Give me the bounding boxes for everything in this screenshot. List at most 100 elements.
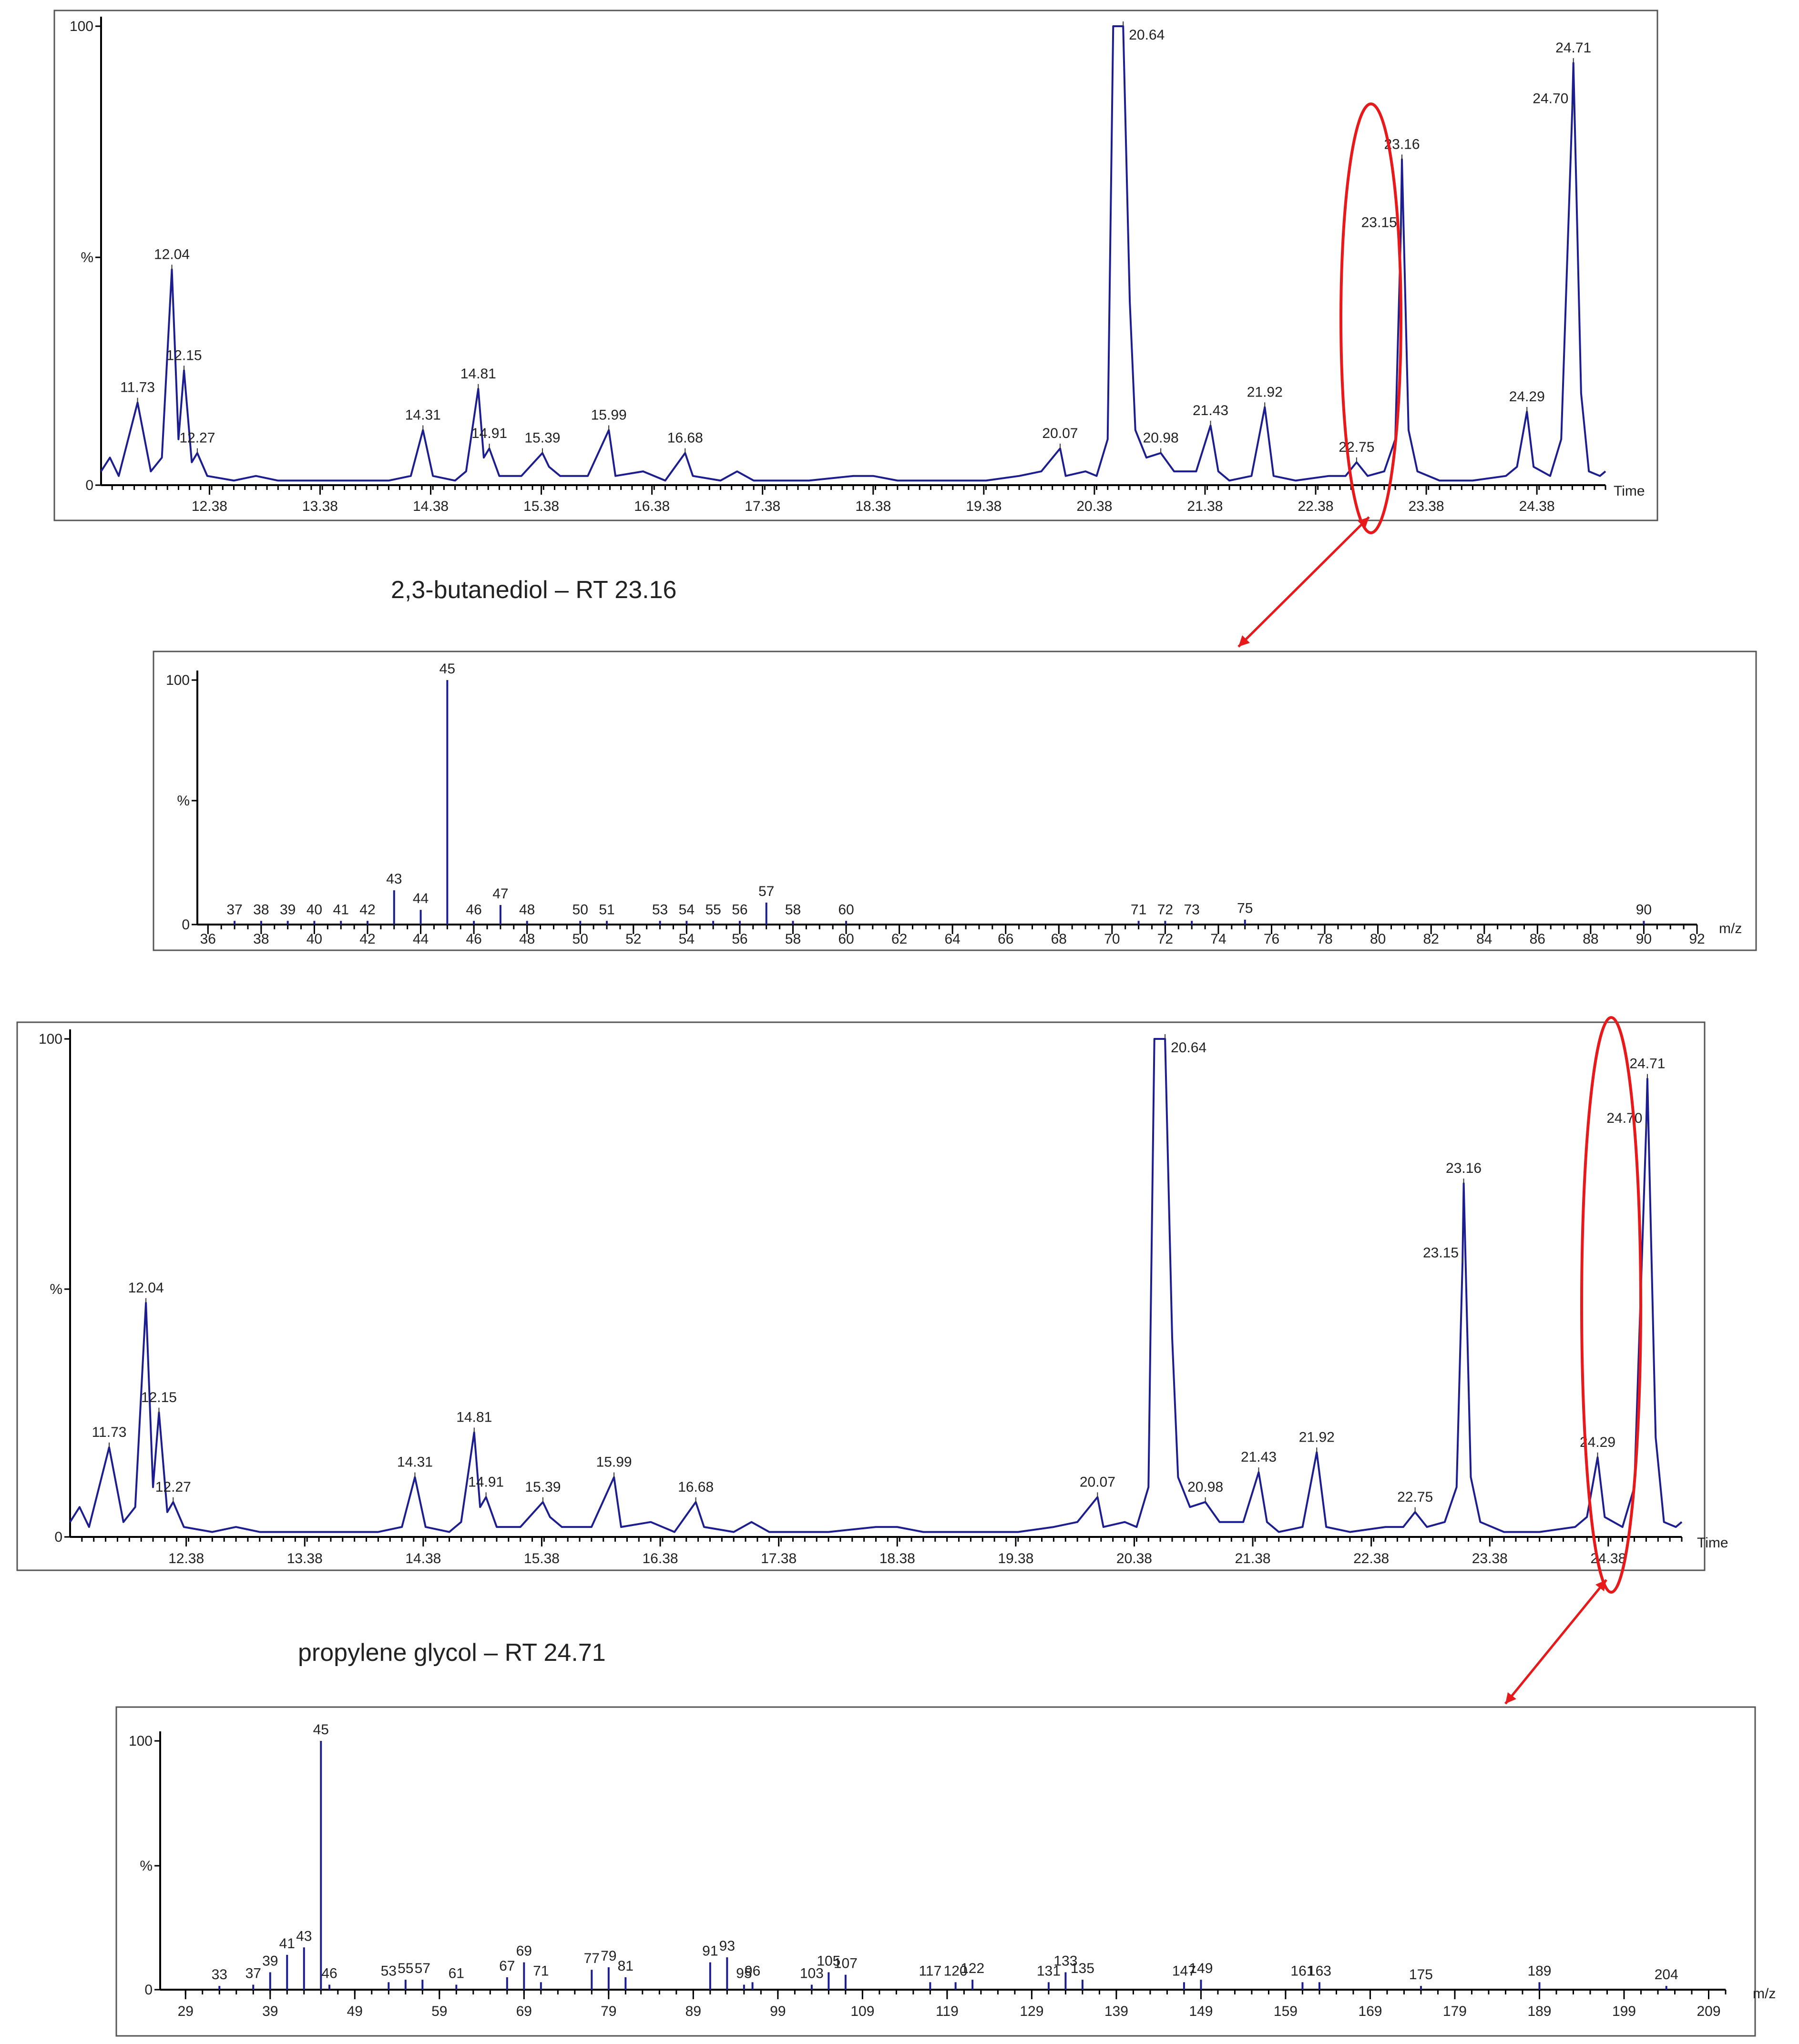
peak-label-0-17: 23.15 [1361,214,1397,230]
peak-label-0-5: 14.81 [460,366,496,382]
x-tick-label-1-11: 58 [785,931,801,947]
x-tick-label-0-9: 21.38 [1187,498,1223,514]
x-tick-label-3-4: 69 [516,2003,532,2019]
peak-label-1-1: 38 [253,902,269,917]
x-tick-label-0-11: 23.38 [1409,498,1444,514]
x-tick-label-1-9: 54 [679,931,695,947]
peak-label-3-7: 53 [381,1963,397,1979]
mass-spectrum-2: 100% 0 29 39 49 59 69 79 89 99 109 119 129 139 149 159 1… [115,1706,1776,2037]
y-tick-label-3-2: 0 [144,1982,153,1998]
x-tick-label-1-5: 46 [466,931,481,947]
x-tick-label-1-14: 64 [944,931,960,947]
peak-label-3-8: 55 [398,1961,413,1976]
arrowhead-butanediol-top [1358,517,1369,529]
peak-label-0-7: 15.39 [524,430,560,446]
peak-label-3-17: 91 [702,1943,718,1959]
y-tick-label-3-1: % [140,1858,153,1874]
y-tick-label-2-0: 100 [39,1031,62,1047]
peak-label-0-2: 12.15 [166,347,202,363]
peak-label-1-0: 37 [226,902,242,917]
y-tick-label-1-1: % [177,793,190,809]
x-tick-label-1-12: 60 [838,931,854,947]
peak-label-0-8: 15.99 [591,407,627,423]
x-tick-label-0-1: 13.38 [302,498,338,514]
arrow-propylene-glycol [1504,1579,1607,1705]
x-tick-label-1-20: 76 [1264,931,1279,947]
x-tick-label-3-14: 169 [1358,2003,1382,2019]
peak-label-3-0: 33 [212,1967,227,1983]
peak-label-1-11: 48 [519,902,535,917]
peak-label-0-10: 20.07 [1042,426,1078,441]
mass-spectrum-1-frame [153,651,1757,951]
highlight-ellipse-butanediol [1339,102,1402,534]
x-tick-label-1-24: 84 [1476,931,1492,947]
peak-label-3-10: 61 [449,1966,464,1982]
x-tick-label-2-7: 19.38 [998,1551,1033,1566]
peak-label-1-22: 72 [1157,902,1173,917]
x-tick-label-1-19: 74 [1210,931,1226,947]
peak-label-0-14: 21.92 [1247,384,1283,400]
peak-label-3-21: 103 [800,1966,824,1982]
x-tick-label-1-26: 88 [1583,931,1598,947]
y-tick-label-1-0: 100 [166,672,190,688]
peak-label-2-19: 24.71 [1629,1056,1665,1072]
peak-label-2-12: 20.98 [1187,1479,1223,1495]
peak-label-3-12: 69 [516,1943,532,1959]
x-unit-label-2: Time [1697,1535,1728,1551]
arrowhead-propylene-glycol-top [1595,1580,1606,1591]
x-tick-label-3-9: 119 [936,2003,959,2019]
x-tick-label-3-1: 39 [262,2003,278,2019]
peak-label-1-15: 54 [679,902,695,917]
x-tick-label-1-17: 70 [1104,931,1120,947]
peak-label-0-19: 24.71 [1555,40,1591,56]
peak-label-2-4: 14.31 [397,1454,433,1470]
peak-label-3-14: 77 [584,1951,600,1966]
x-tick-label-0-0: 12.38 [192,498,227,514]
peak-label-0-3: 12.27 [179,430,215,446]
x-tick-label-1-8: 52 [625,931,641,947]
y-tick-label-3-0: 100 [129,1733,153,1749]
peak-label-2-11: 20.64 [1171,1040,1206,1056]
peak-label-3-6: 46 [321,1966,337,1982]
y-tick-label-2-2: 0 [54,1529,62,1545]
peak-label-3-29: 135 [1071,1961,1094,1976]
arrow-butanediol [1237,516,1370,648]
peak-label-3-15: 79 [601,1948,616,1964]
peak-label-3-32: 161 [1290,1963,1314,1979]
x-tick-label-3-0: 29 [178,2003,194,2019]
x-unit-label-1: m/z [1719,921,1742,936]
x-tick-label-3-2: 49 [347,2003,363,2019]
peak-label-0-6: 14.91 [471,426,507,441]
mass-spectrum-1: 100% 0 36 38 40 42 44 46 48 50 52 54 56 58 60 62 64 66 68 7… [153,651,1757,951]
peak-label-1-6: 43 [386,871,402,887]
peak-label-2-13: 21.43 [1241,1449,1277,1465]
peak-label-0-9: 16.68 [667,430,703,446]
peak-label-2-15: 22.75 [1397,1489,1433,1505]
peak-label-1-20: 60 [838,902,854,917]
peak-label-1-7: 44 [413,891,429,906]
x-tick-label-0-10: 22.38 [1298,498,1333,514]
peak-label-3-28: 133 [1053,1953,1077,1969]
peak-label-3-4: 43 [296,1928,312,1944]
peak-label-2-2: 12.15 [141,1390,177,1405]
peak-label-2-1: 12.04 [128,1280,164,1296]
x-tick-label-1-6: 48 [519,931,535,947]
peak-label-3-30: 147 [1172,1963,1196,1979]
peak-label-2-17: 23.15 [1423,1245,1459,1261]
x-tick-label-1-2: 40 [307,931,322,947]
x-unit-label-0: Time [1614,483,1645,499]
peak-label-0-13: 21.43 [1193,403,1228,418]
chromatogram-1-frame [53,10,1658,521]
peak-label-1-23: 73 [1184,902,1199,917]
highlight-ellipse-propylene-glycol [1580,1016,1642,1594]
chromatogram-1: 100% 0 12.38 13.38 14.38 15.38 16.38 17.38 18.38… [53,10,1658,521]
peak-label-3-27: 131 [1037,1963,1061,1979]
peak-label-1-25: 90 [1636,902,1652,917]
x-tick-label-1-21: 78 [1317,931,1332,947]
peak-label-1-18: 57 [758,884,774,899]
peak-label-3-2: 39 [262,1953,278,1969]
x-tick-label-2-10: 22.38 [1353,1551,1389,1566]
x-tick-label-1-28: 92 [1689,931,1705,947]
peak-label-3-16: 81 [618,1958,634,1974]
peak-label-1-4: 41 [333,902,349,917]
